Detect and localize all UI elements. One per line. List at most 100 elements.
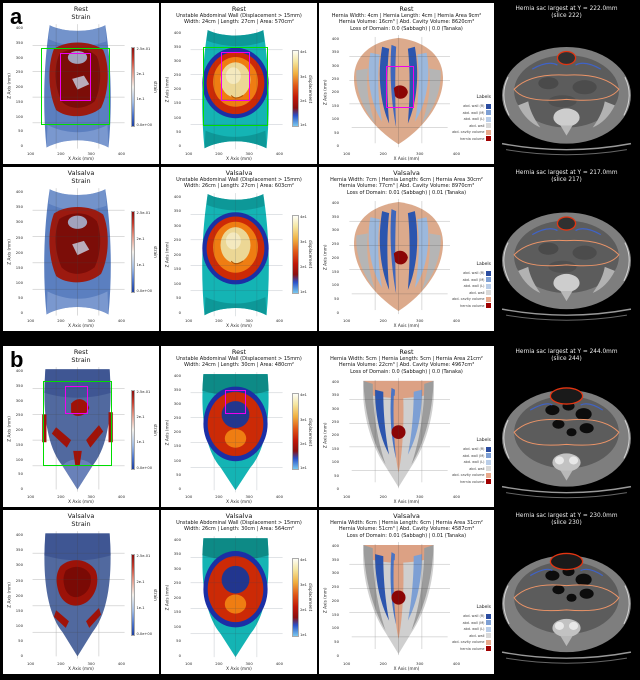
hernia-cell: Rest Hernia Width: 5cm | Hernia Length: … [319,346,496,507]
legend-items: abd. wall (R) abd. wall (M) abd. wall (L) a… [452,612,491,651]
hernia-volumes: Hernia Volume: 77cm³ | Abd. Cavity Volum… [338,183,475,190]
strain-colorbar-ticks: 2.5e-01 2e-1 1e-1 0.0e+00 [136,211,152,293]
y-axis-ticks: 400 350 300 250 200 150 100 50 0 [331,542,339,658]
metrics: Width: 24cm | Length: 27cm | Area: 570cm… [184,19,294,26]
y-axis-ticks: 400 350 300 250 200 150 100 50 0 [173,29,181,148]
loss-of-domain: Loss of Domain: 0.01 (Sabbagh) | 0.01 (T… [346,189,467,196]
displacement-colorbar-label: displacement [307,417,313,446]
displacement-map [182,534,289,661]
condition-label: Valsalva [225,512,253,520]
y-axis-label: Z Axis (mm) [164,75,170,102]
ct-slice: (slice 244) [551,356,582,363]
displacement-colorbar-gradient [292,393,300,471]
x-axis-label: X Axis (mm) [393,156,420,161]
hernia-dims: Hernia Width: 5cm | Hernia Length: 5cm |… [330,356,483,363]
hernia-title: Valsalva Hernia Width: 7cm | Hernia Leng… [319,167,494,196]
x-axis: 100 200 300 400 X Axis (mm) [319,494,494,507]
x-axis-ticks: 100 200 300 400 [27,318,125,323]
labels-legend: Labels abd. wall (R) abd. wall (M) abd. wa… [452,376,493,494]
metrics: Width: 26cm | Length: 27cm | Area: 603cm… [184,183,294,190]
strain-colorbar: 2.5e-01 2e-1 1e-1 0.0e+00 strain [131,186,158,318]
subtitle: Unstable Abdominal Wall (Displacement > … [176,356,302,363]
displacement-title: Rest Unstable Abdominal Wall (Displaceme… [161,3,317,26]
ct-title: Hernia sac largest at Y = 217.0mm (slice… [496,167,637,185]
panel-b-letter: b [10,347,24,372]
panel-a-row-valsalva: Valsalva Strain Z Axis (mm) 400 350 300 250… [3,167,637,331]
x-axis-ticks: 100 200 300 400 [27,494,125,499]
metrics: Width: 26cm | Length: 30cm | Area: 564cm… [184,526,294,533]
y-axis-label: Z Axis (mm) [322,244,328,271]
displacement-colorbar-gradient [292,50,300,128]
strain-colorbar-label: strain [153,80,158,93]
x-axis-label: X Axis (mm) [68,323,94,328]
displacement-colorbar-ticks: 4e1 3e1 2e1 1e1 [300,393,307,471]
x-axis-label: X Axis (mm) [393,323,420,328]
strain-colorbar-ticks: 2.5e-01 2e-1 1e-1 0.0e+00 [136,554,152,636]
y-axis-ticks: 400 350 300 250 200 150 100 50 0 [331,378,339,491]
hernia-model [340,197,457,318]
legend-title: Labels [476,95,491,100]
panel-divider [0,337,640,343]
displacement-colorbar: 4e1 3e1 2e1 1e1 displacement [289,534,316,661]
hernia-model [340,376,457,494]
ct-slice-image [496,364,637,507]
condition-label: Rest [399,5,414,13]
x-axis: 100 200 300 400 X Axis (mm) [3,661,159,674]
hernia-model [340,33,457,151]
displacement-colorbar-ticks: 4e1 3e1 2e1 1e1 [300,50,307,128]
strain-colorbar: 2.5e-01 2e-1 1e-1 0.0e+00 strain [131,22,158,151]
hernia-dims: Hernia Width: 6cm | Hernia Length: 6cm |… [330,520,483,527]
panel-a-row-rest: a Rest Strain Z Axis (mm) 400 350 300 250 20… [3,3,637,167]
strain-map [24,365,131,494]
strain-title: Valsalva Strain [3,510,159,528]
labels-legend: Labels abd. wall (R) abd. wall (M) abd. wa… [452,33,493,151]
condition-label: Rest [73,348,89,356]
legend-title: Labels [476,605,491,610]
y-axis-ticks: 400 350 300 250 200 150 100 50 0 [173,372,181,491]
strain-cell: a Rest Strain Z Axis (mm) 400 350 300 250 20… [3,3,161,164]
strain-cell: b Rest Strain Z Axis (mm) 400 350 300 250 20… [3,346,161,507]
x-axis-ticks: 100 200 300 400 [343,661,460,666]
ct-slice: (slice 217) [551,177,582,184]
y-axis-label: Z Axis (mm) [322,422,328,448]
x-axis-ticks: 100 200 300 400 [185,151,283,156]
subtitle: Unstable Abdominal Wall (Displacement > … [176,13,302,20]
y-axis-ticks: 400 350 300 250 200 150 100 50 0 [15,25,23,148]
x-axis: 100 200 300 400 X Axis (mm) [3,151,159,164]
y-axis-label: Z Axis (mm) [164,418,170,445]
strain-title: Valsalva Strain [3,167,159,185]
displacement-colorbar-gradient [292,557,300,637]
hernia-model [340,540,457,661]
strain-map [24,186,131,318]
x-axis-label: X Axis (mm) [393,499,420,504]
panel-b: b Rest Strain Z Axis (mm) 400 350 300 250 20… [0,343,640,680]
loss-of-domain: Loss of Domain: 0.01 (Sabbagh) | 0.01 (T… [346,532,467,539]
ct-caption: Hernia sac largest at Y = 222.0mm [515,6,618,12]
x-axis-label: X Axis (mm) [226,156,252,161]
hernia-volumes: Hernia Volume: 16cm³ | Abd. Cavity Volum… [338,19,475,26]
condition-label: Valsalva [67,169,95,177]
x-axis-ticks: 100 200 300 400 [343,318,460,323]
ct-slice: (slice 230) [551,520,582,527]
strain-colorbar: 2.5e-01 2e-1 1e-1 0.0e+00 strain [131,529,158,661]
x-axis: 100 200 300 400 X Axis (mm) [3,318,159,331]
ct-slice-image [496,185,637,331]
x-axis-ticks: 100 200 300 400 [185,661,283,666]
x-axis-label: X Axis (mm) [226,499,252,504]
strain-map [24,22,131,151]
strain-colorbar-gradient [131,389,136,470]
ct-slice-image [496,528,637,674]
strain-colorbar-label: strain [153,589,158,602]
displacement-cell: Valsalva Unstable Abdominal Wall (Displa… [161,167,319,331]
x-axis: 100 200 300 400 X Axis (mm) [319,661,494,674]
y-axis-label: Z Axis (mm) [6,582,12,608]
y-axis-ticks: 400 350 300 250 200 150 100 50 0 [331,199,339,315]
y-axis-ticks: 400 350 300 250 200 150 100 50 0 [173,536,181,658]
condition-label: Rest [231,348,247,356]
x-axis: 100 200 300 400 X Axis (mm) [161,494,317,507]
legend-title: Labels [476,262,491,267]
subtitle: Unstable Abdominal Wall (Displacement > … [176,177,302,184]
condition-label: Rest [73,5,89,13]
strain-cell: Valsalva Strain Z Axis (mm) 400 350 300 250… [3,167,161,331]
